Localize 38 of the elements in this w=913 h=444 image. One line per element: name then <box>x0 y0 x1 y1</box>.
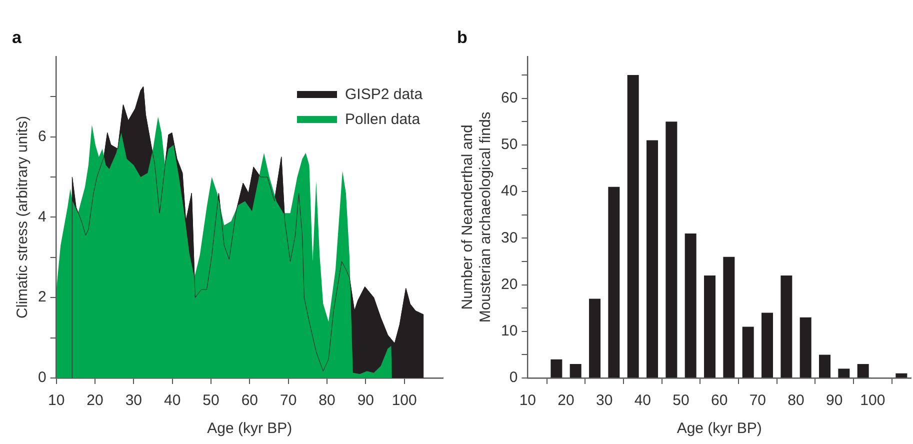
x-tick-label: 80 <box>318 392 336 410</box>
x-tick-label: 90 <box>826 392 843 410</box>
chart-title: a <box>12 28 22 47</box>
x-axis-title: Age (kyr BP) <box>676 420 762 438</box>
y-tick-label: 50 <box>500 136 518 154</box>
y-tick-label: 20 <box>500 276 518 293</box>
x-tick-label: 80 <box>788 392 804 410</box>
x-tick-label: 70 <box>749 392 766 410</box>
x-tick-label: 40 <box>634 392 652 410</box>
y-axis-title: Number of Neanderthal and Mousterian archaeological finds <box>459 112 494 323</box>
legend-label: GISP2 data <box>345 86 423 104</box>
x-tick-label: 30 <box>596 392 613 410</box>
y-tick-label: 4 <box>38 208 46 226</box>
x-tick-label: 50 <box>672 392 690 410</box>
y-tick-label: 0 <box>38 369 46 386</box>
legend-label: Pollen data <box>345 111 420 128</box>
y-tick-label: 60 <box>500 89 518 106</box>
y-tick-label: 2 <box>38 288 46 306</box>
x-tick-label: 60 <box>241 392 258 410</box>
x-tick-label: 10 <box>519 392 536 410</box>
x-tick-label: 70 <box>280 392 297 410</box>
y-tick-label: 30 <box>500 229 518 246</box>
x-tick-label: 20 <box>86 392 104 410</box>
x-tick-label: 40 <box>164 392 181 410</box>
x-tick-label: 90 <box>357 392 374 410</box>
x-tick-label: 100 <box>860 392 886 410</box>
y-tick-label: 10 <box>500 322 518 340</box>
x-tick-label: 50 <box>202 392 220 410</box>
chart-title: b <box>457 28 468 47</box>
y-tick-label: 0 <box>509 369 518 386</box>
x-tick-label: 30 <box>125 392 142 410</box>
y-tick-label: 40 <box>500 182 518 200</box>
y-axis-title: Climatic stress (arbitrary units) <box>14 116 32 318</box>
x-tick-label: 20 <box>558 392 574 410</box>
x-axis-title: Age (kyr BP) <box>207 420 292 438</box>
y-tick-label: 6 <box>38 128 46 145</box>
x-tick-label: 60 <box>711 392 728 410</box>
x-tick-label: 100 <box>392 392 417 410</box>
